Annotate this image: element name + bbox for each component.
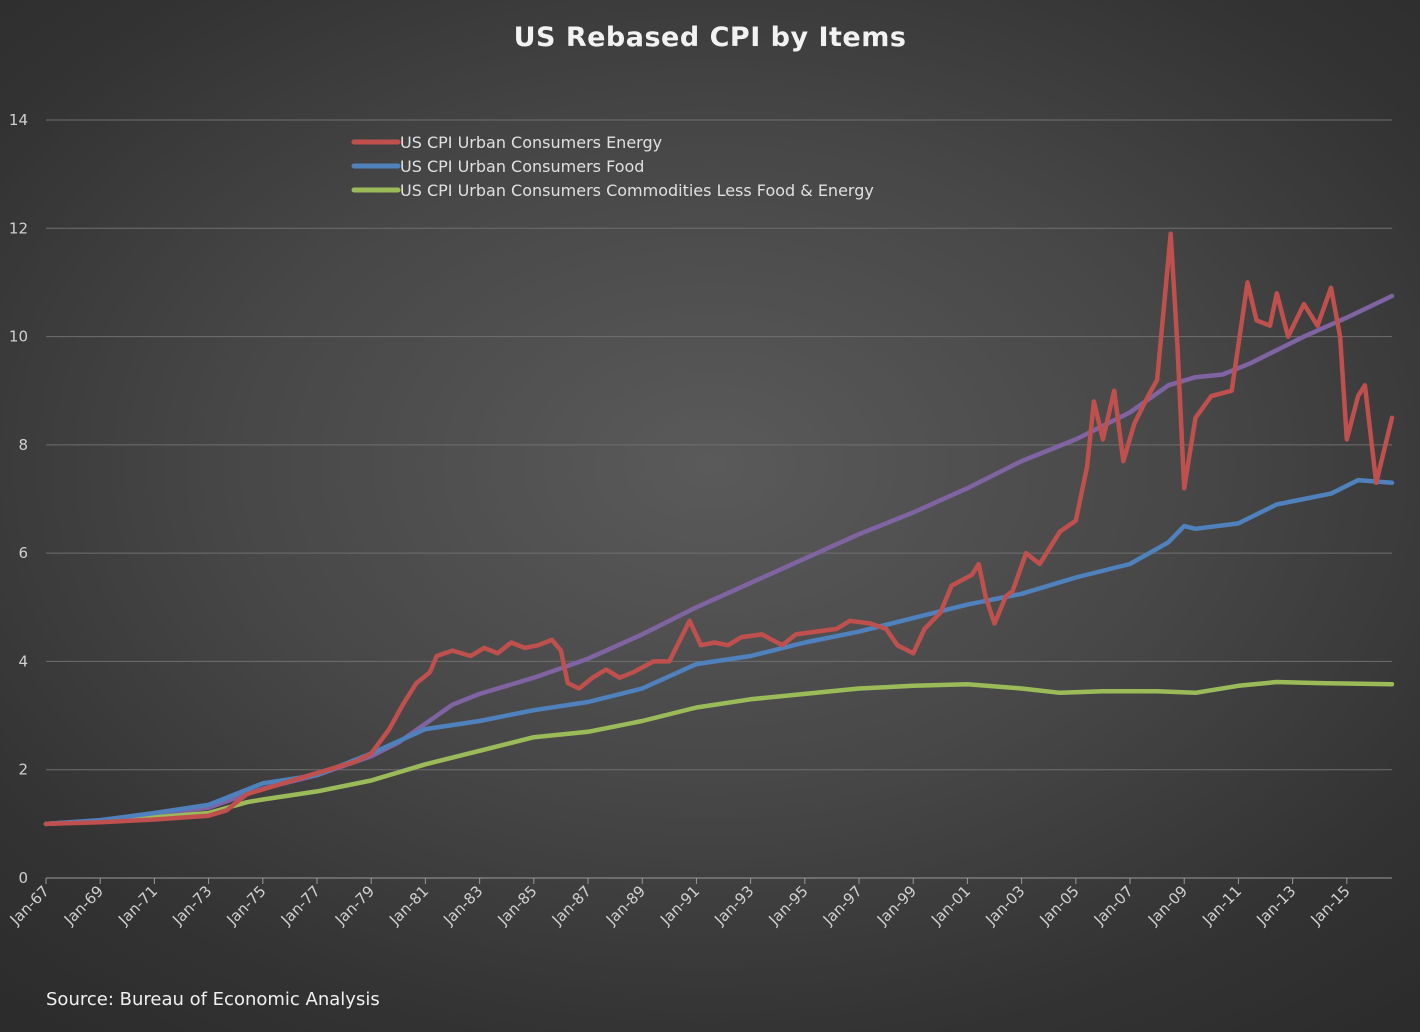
x-tick-label: Jan-03 — [981, 882, 1028, 929]
x-tick-label: Jan-09 — [1144, 882, 1191, 929]
x-tick-label: Jan-77 — [277, 882, 324, 929]
x-tick-label: Jan-83 — [439, 882, 486, 929]
y-axis-ticks: 0 2 4 6 8 10 12 14 — [9, 111, 28, 887]
y-tick-label: 2 — [18, 761, 28, 779]
x-tick-label: Jan-95 — [765, 882, 812, 929]
x-tick-label: Jan-79 — [331, 882, 378, 929]
x-tick-label: Jan-71 — [114, 882, 161, 929]
legend-label: US CPI Urban Consumers Commodities Less … — [400, 181, 874, 200]
x-tick-label: Jan-81 — [385, 882, 432, 929]
x-tick-label: Jan-67 — [6, 882, 53, 929]
y-tick-label: 10 — [9, 328, 28, 346]
legend-label: US CPI Urban Consumers Food — [400, 157, 644, 176]
y-tick-label: 14 — [9, 111, 28, 129]
series-line — [43, 231, 1395, 827]
x-tick-label: Jan-85 — [494, 882, 541, 929]
x-tick-label: Jan-89 — [602, 882, 649, 929]
y-tick-label: 4 — [18, 652, 28, 670]
y-tick-label: 6 — [18, 544, 28, 562]
x-tick-label: Jan-87 — [548, 882, 595, 929]
y-tick-label: 0 — [18, 869, 28, 887]
x-tick-label: Jan-05 — [1036, 882, 1083, 929]
x-tick-label: Jan-11 — [1198, 882, 1245, 929]
x-tick-label: Jan-01 — [927, 882, 974, 929]
x-tick-label: Jan-97 — [819, 882, 866, 929]
x-tick-label: Jan-75 — [223, 882, 270, 929]
x-tick-label: Jan-69 — [60, 882, 107, 929]
gridlines — [46, 119, 1392, 879]
legend: US CPI Urban Consumers Energy US CPI Urba… — [351, 133, 874, 200]
series-lines — [43, 231, 1395, 827]
y-tick-label: 12 — [9, 219, 28, 237]
chart-title: US Rebased CPI by Items — [514, 22, 907, 53]
x-tick-label: Jan-99 — [873, 882, 920, 929]
series-line — [43, 679, 1395, 827]
x-tick-label: Jan-93 — [710, 882, 757, 929]
series-line — [43, 293, 1395, 827]
x-tick-label: Jan-07 — [1090, 882, 1137, 929]
y-tick-label: 8 — [18, 436, 28, 454]
x-tick-label: Jan-91 — [656, 882, 703, 929]
x-axis-ticks: Jan-67 Jan-69 Jan-71 Jan-73 Jan-75 Jan-77 Jan-… — [6, 878, 1354, 929]
x-tick-label: Jan-73 — [168, 882, 215, 929]
series-line — [43, 477, 1395, 827]
x-tick-label: Jan-13 — [1252, 882, 1299, 929]
x-tick-label: Jan-15 — [1307, 882, 1354, 929]
source-note: Source: Bureau of Economic Analysis — [46, 989, 380, 1010]
legend-label: US CPI Urban Consumers Energy — [400, 133, 662, 152]
